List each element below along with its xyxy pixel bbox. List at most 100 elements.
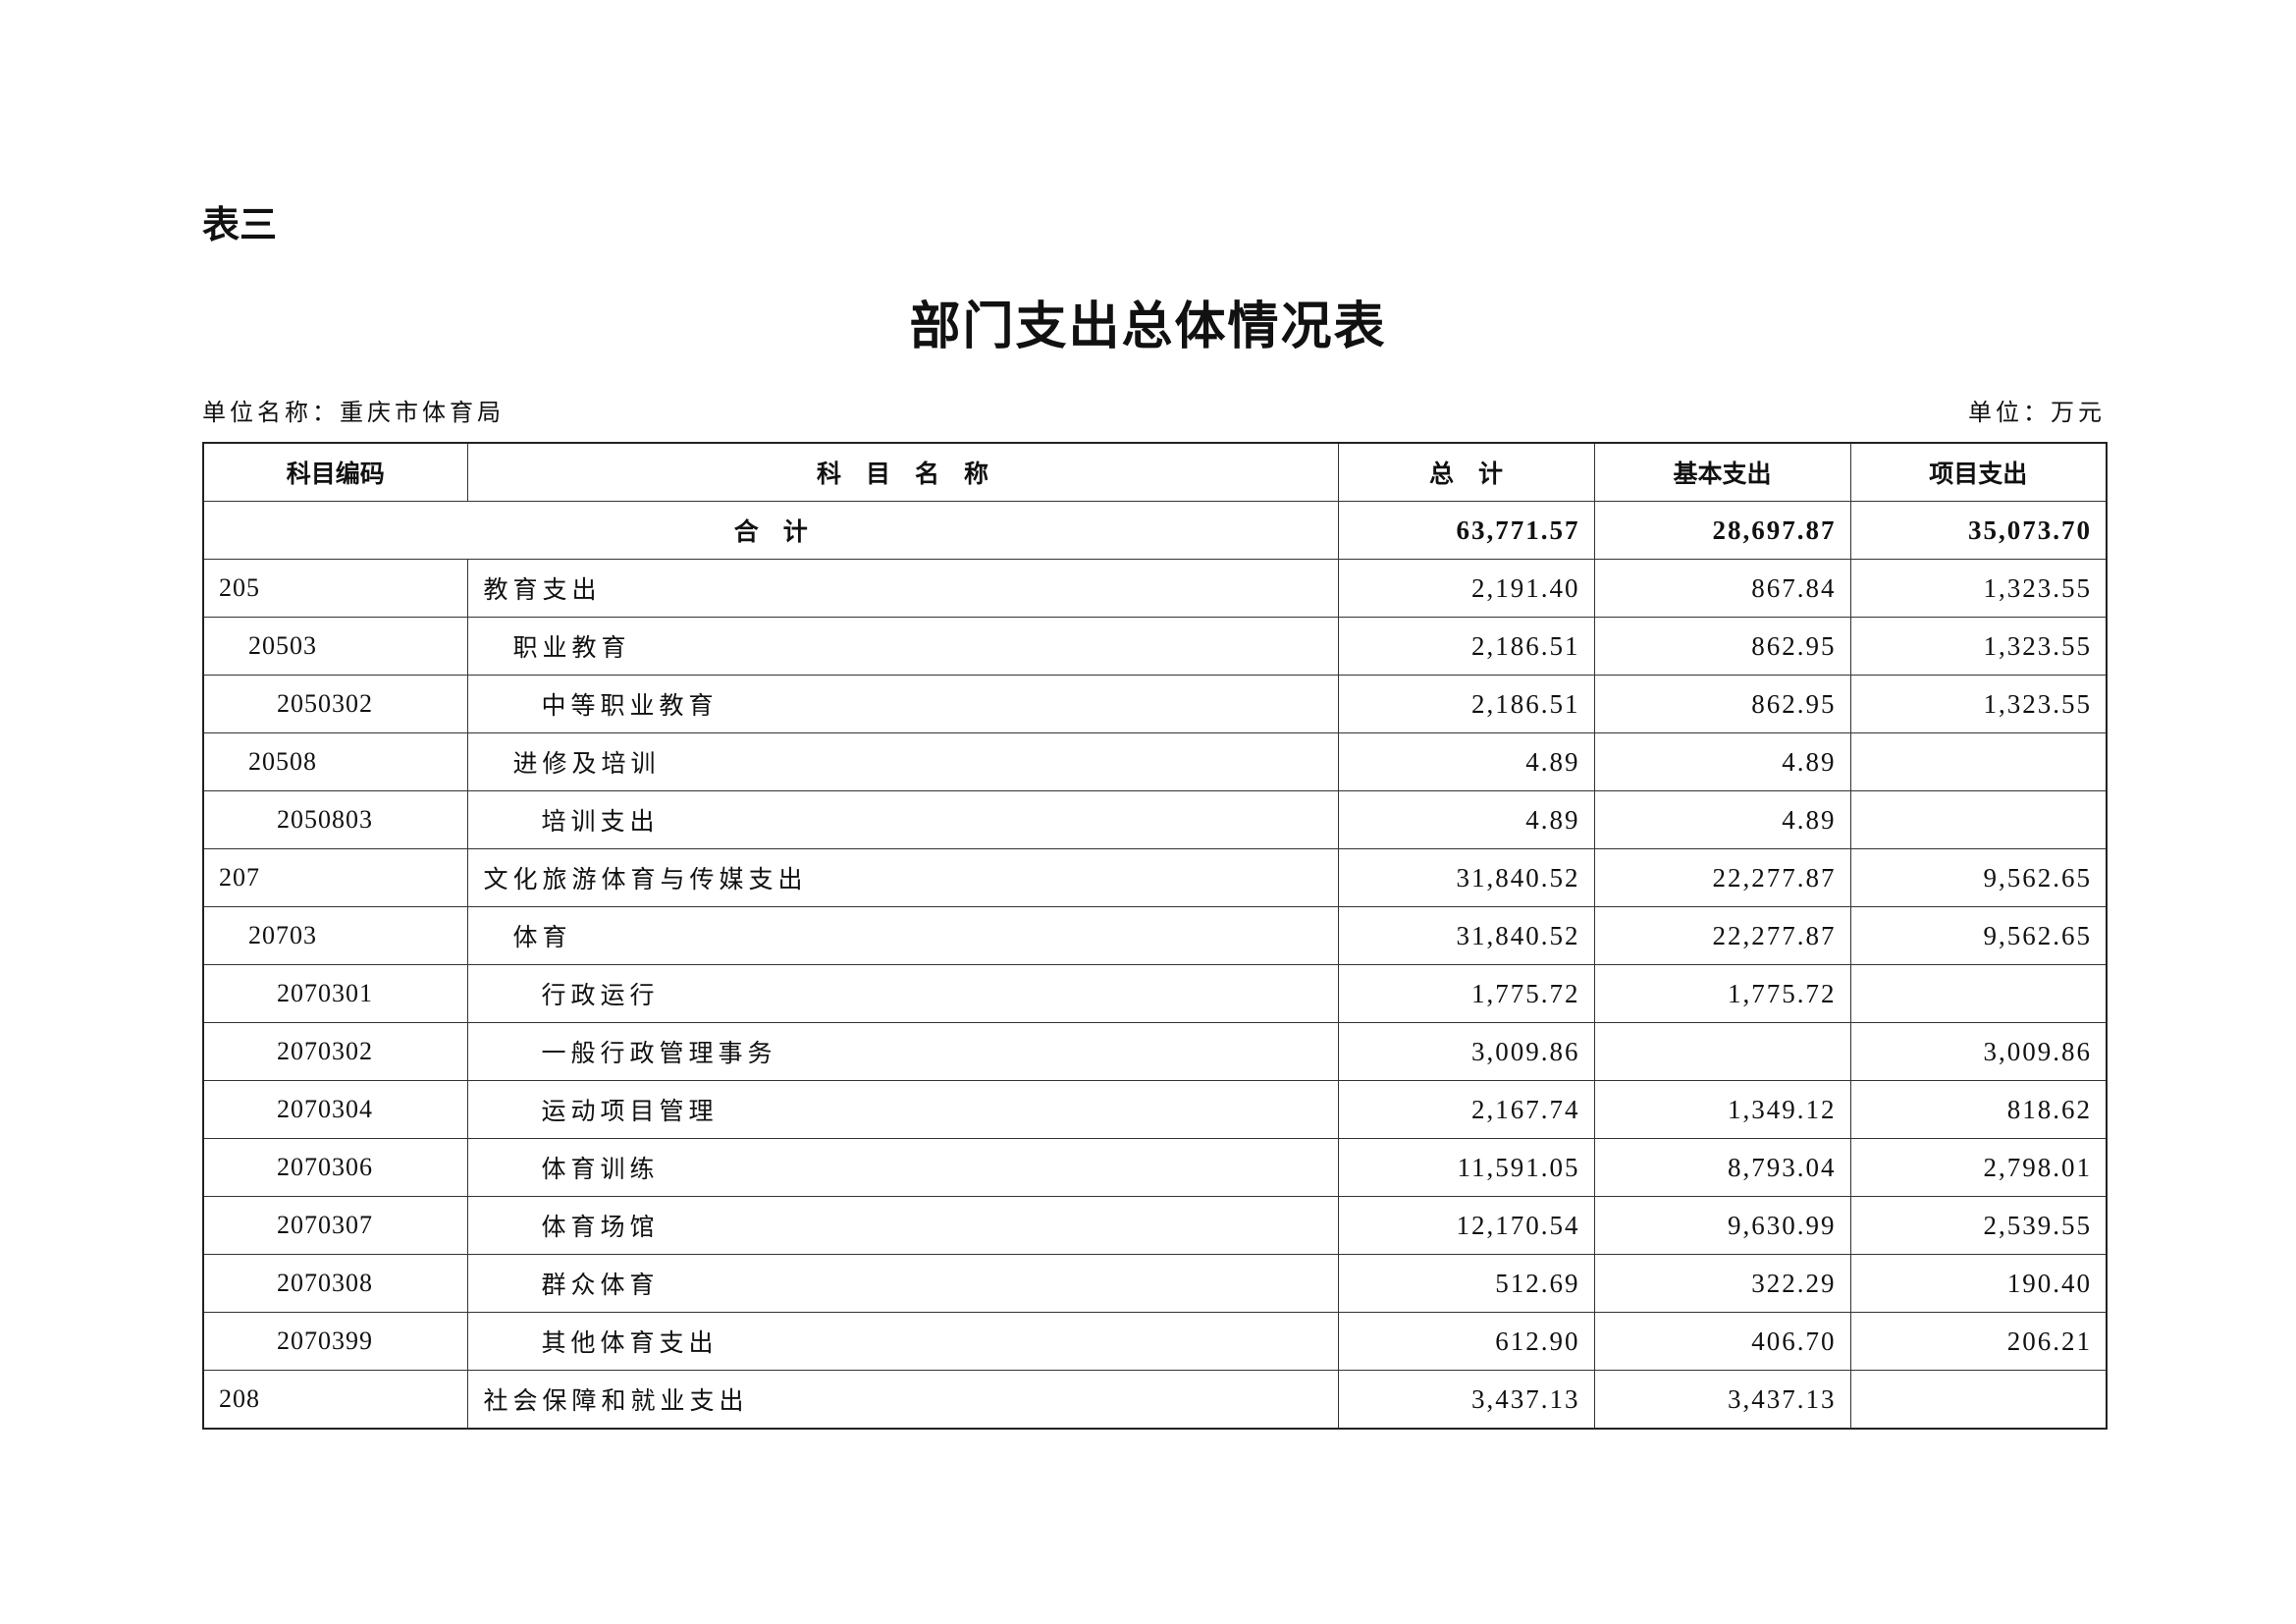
row-project: 1,323.55 [1849,617,2108,676]
row-total: 4.89 [1337,790,1595,849]
header-total: 总 计 [1337,442,1595,502]
table-label: 表三 [202,203,278,246]
row-code: 207 [202,848,468,907]
row-project: 1,323.55 [1849,675,2108,733]
row-project: 9,562.65 [1849,848,2108,907]
row-project [1849,732,2108,791]
row-basic: 9,630.99 [1593,1196,1851,1255]
row-project [1849,790,2108,849]
row-name: 培训支出 [466,790,1339,849]
row-project: 2,539.55 [1849,1196,2108,1255]
row-name: 其他体育支出 [466,1312,1339,1371]
row-code: 2070399 [202,1312,468,1371]
row-project: 818.62 [1849,1080,2108,1139]
row-name: 职业教育 [466,617,1339,676]
currency-unit: 单位：万元 [1968,399,2106,426]
row-name: 体育训练 [466,1138,1339,1197]
row-basic: 406.70 [1593,1312,1851,1371]
expenditure-table: 科目编码 科 目 名 称 总 计 基本支出 项目支出 合 计 63,771.57… [202,442,2108,1430]
row-basic: 4.89 [1593,790,1851,849]
table-row: 205 教育支出 2,191.40 867.84 1,323.55 [202,559,2108,618]
row-basic: 1,775.72 [1593,964,1851,1023]
row-code: 208 [202,1370,468,1430]
row-total: 4.89 [1337,732,1595,791]
row-basic: 322.29 [1593,1254,1851,1313]
row-code: 2050803 [202,790,468,849]
row-basic: 862.95 [1593,675,1851,733]
row-code: 20508 [202,732,468,791]
row-code: 205 [202,559,468,618]
table-row: 2070308 群众体育 512.69 322.29 190.40 [202,1254,2108,1313]
row-name: 运动项目管理 [466,1080,1339,1139]
row-project [1849,1370,2108,1430]
row-basic: 1,349.12 [1593,1080,1851,1139]
row-name: 中等职业教育 [466,675,1339,733]
table-row: 207 文化旅游体育与传媒支出 31,840.52 22,277.87 9,562.65 [202,848,2108,907]
table-row: 2070302 一般行政管理事务 3,009.86 3,009.86 [202,1022,2108,1081]
row-basic: 3,437.13 [1593,1370,1851,1430]
row-code: 2070302 [202,1022,468,1081]
row-project [1849,964,2108,1023]
row-total: 2,186.51 [1337,617,1595,676]
row-basic: 22,277.87 [1593,906,1851,965]
row-project: 9,562.65 [1849,906,2108,965]
row-name: 群众体育 [466,1254,1339,1313]
table-row: 2070304 运动项目管理 2,167.74 1,349.12 818.62 [202,1080,2108,1139]
row-basic: 8,793.04 [1593,1138,1851,1197]
row-name: 进修及培训 [466,732,1339,791]
row-project: 3,009.86 [1849,1022,2108,1081]
row-name: 体育 [466,906,1339,965]
row-total: 2,186.51 [1337,675,1595,733]
row-name: 教育支出 [466,559,1339,618]
total-project: 35,073.70 [1849,501,2108,560]
row-name: 行政运行 [466,964,1339,1023]
row-name: 体育场馆 [466,1196,1339,1255]
row-total: 512.69 [1337,1254,1595,1313]
table-row: 2070306 体育训练 11,591.05 8,793.04 2,798.01 [202,1138,2108,1197]
row-project: 2,798.01 [1849,1138,2108,1197]
unit-name: 单位名称：重庆市体育局 [202,399,505,426]
row-basic: 22,277.87 [1593,848,1851,907]
table-row: 2050803 培训支出 4.89 4.89 [202,790,2108,849]
row-project: 190.40 [1849,1254,2108,1313]
header-row: 科目编码 科 目 名 称 总 计 基本支出 项目支出 [202,442,2108,502]
row-project: 206.21 [1849,1312,2108,1371]
row-total: 2,167.74 [1337,1080,1595,1139]
table-row: 20508 进修及培训 4.89 4.89 [202,732,2108,791]
row-total: 11,591.05 [1337,1138,1595,1197]
table-row: 2070399 其他体育支出 612.90 406.70 206.21 [202,1312,2108,1371]
row-code: 20503 [202,617,468,676]
row-total: 31,840.52 [1337,906,1595,965]
table-row: 20703 体育 31,840.52 22,277.87 9,562.65 [202,906,2108,965]
row-total: 612.90 [1337,1312,1595,1371]
row-total: 3,437.13 [1337,1370,1595,1430]
row-basic: 867.84 [1593,559,1851,618]
row-code: 2070301 [202,964,468,1023]
row-code: 2070306 [202,1138,468,1197]
header-name: 科 目 名 称 [466,442,1339,502]
row-name: 一般行政管理事务 [466,1022,1339,1081]
row-code: 2070304 [202,1080,468,1139]
row-total: 2,191.40 [1337,559,1595,618]
header-code: 科目编码 [202,442,468,502]
row-code: 2070307 [202,1196,468,1255]
row-project: 1,323.55 [1849,559,2108,618]
table-row: 208 社会保障和就业支出 3,437.13 3,437.13 [202,1370,2108,1430]
row-total: 1,775.72 [1337,964,1595,1023]
row-name: 文化旅游体育与传媒支出 [466,848,1339,907]
row-total: 12,170.54 [1337,1196,1595,1255]
table-row: 2070301 行政运行 1,775.72 1,775.72 [202,964,2108,1023]
table-row: 2050302 中等职业教育 2,186.51 862.95 1,323.55 [202,675,2108,733]
row-basic [1593,1022,1851,1081]
page-title: 部门支出总体情况表 [909,297,1387,356]
row-total: 3,009.86 [1337,1022,1595,1081]
total-row: 合 计 63,771.57 28,697.87 35,073.70 [202,501,2108,560]
total-total: 63,771.57 [1337,501,1595,560]
table-row: 2070307 体育场馆 12,170.54 9,630.99 2,539.55 [202,1196,2108,1255]
total-label: 合 计 [202,501,1339,560]
header-basic: 基本支出 [1593,442,1851,502]
row-basic: 862.95 [1593,617,1851,676]
row-name: 社会保障和就业支出 [466,1370,1339,1430]
total-basic: 28,697.87 [1593,501,1851,560]
row-code: 2050302 [202,675,468,733]
